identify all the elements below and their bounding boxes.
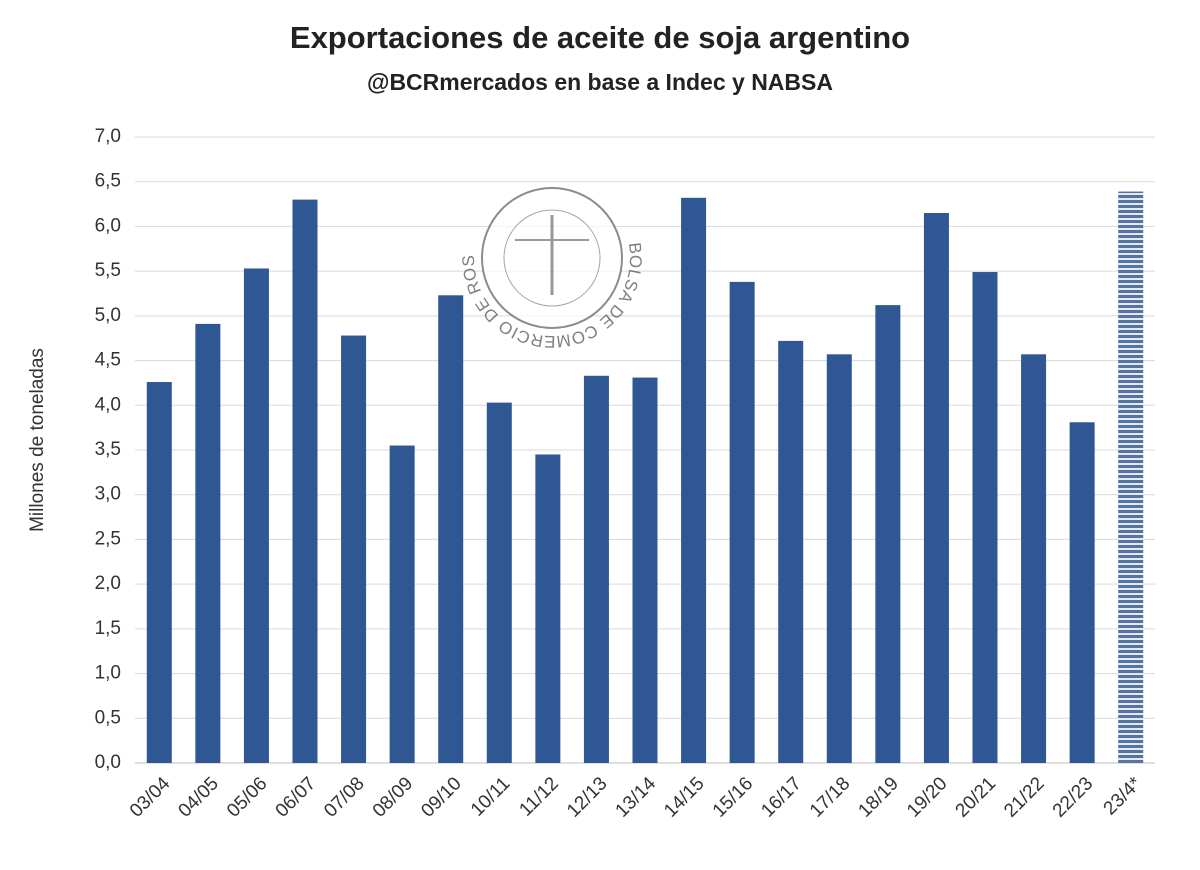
bar [243,268,269,763]
y-tick-label: 2,5 [95,528,121,549]
x-tick-label: 11/12 [515,773,562,820]
bar [146,382,172,763]
bar [341,335,367,763]
x-tick-label: 03/04 [126,773,175,822]
x-tick-label: 16/17 [757,773,805,821]
bar [292,199,318,764]
bar [486,402,512,763]
x-tick-label: 10/11 [467,773,514,820]
x-tick-label: 13/14 [612,773,661,822]
bar [632,377,658,763]
x-tick-label: 15/16 [709,773,757,821]
bar [923,213,949,763]
y-tick-label: 5,0 [95,305,121,326]
y-tick-label: 0,5 [95,707,121,728]
x-tick-label: 09/10 [417,773,465,821]
x-tick-label: 22/23 [1049,773,1097,821]
bar [729,281,755,763]
x-tick-label: 14/15 [660,773,708,821]
bar [826,354,852,763]
x-tick-label: 05/06 [223,773,271,821]
y-tick-label: 6,0 [95,215,121,236]
bar [1069,422,1095,763]
y-tick-label: 3,0 [95,484,121,505]
bar [1118,191,1144,764]
y-tick-label: 7,0 [95,126,121,147]
x-tick-label: 04/05 [174,773,222,821]
bar [1021,354,1047,763]
y-tick-label: 2,0 [95,573,121,594]
x-tick-label: 08/09 [369,773,417,821]
x-tick-label: 20/21 [952,773,1000,821]
x-tick-label: 06/07 [272,773,320,821]
bar [778,340,804,763]
bar [195,323,221,763]
y-tick-label: 3,5 [95,439,121,460]
y-tick-label: 1,5 [95,618,121,639]
chart-subtitle: @BCRmercados en base a Indec y NABSA [367,69,833,95]
y-tick-label: 1,0 [95,663,121,684]
y-tick-label: 0,0 [95,752,121,773]
x-tick-label: 07/08 [320,773,368,821]
chart-title: Exportaciones de aceite de soja argentin… [290,20,910,55]
bar [535,454,561,763]
y-tick-label: 4,0 [95,394,121,415]
y-axis-label: Millones de toneladas [27,348,48,532]
y-tick-label: 6,5 [95,171,121,192]
x-tick-label: 19/20 [903,773,951,821]
y-tick-label: 5,5 [95,260,121,281]
bar [583,375,609,763]
bar [681,197,707,764]
x-tick-label: 23/4* [1100,773,1147,820]
bar [972,272,998,763]
bar [389,445,415,763]
x-tick-label: 18/19 [854,773,902,821]
bar [438,295,464,763]
bar [875,305,901,763]
y-tick-label: 4,5 [95,350,121,371]
x-tick-label: 12/13 [563,773,611,821]
x-tick-label: 21/22 [1000,773,1048,821]
x-tick-label: 17/18 [806,773,854,821]
